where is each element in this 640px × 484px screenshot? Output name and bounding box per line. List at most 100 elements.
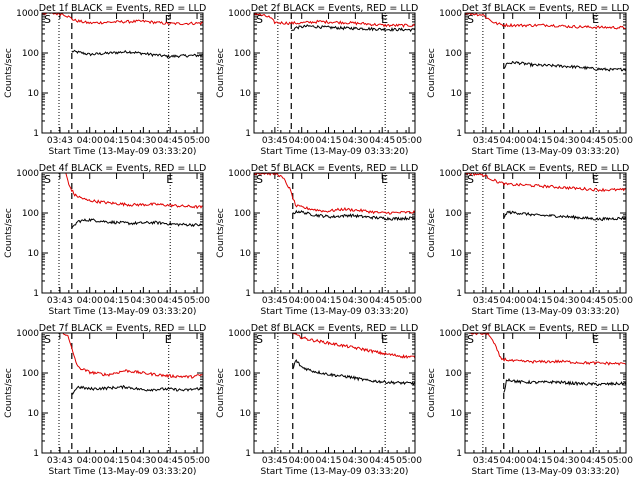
x-tick-label: 04:30 xyxy=(553,296,579,306)
y-tick-label: 100 xyxy=(22,49,39,59)
x-tick-label: 04:30 xyxy=(342,456,368,466)
x-axis-label: Start Time (13-May-09 03:33:20) xyxy=(261,307,409,317)
x-tick-label: 04:30 xyxy=(553,456,579,466)
x-tick-label: 04:00 xyxy=(77,296,103,306)
panel-title: Det 5f BLACK = Events, RED = LLD xyxy=(251,163,419,174)
y-tick-label: 100 xyxy=(22,369,39,379)
y-tick-label: 1 xyxy=(456,449,462,459)
y-tick-label: 100 xyxy=(445,209,462,219)
x-tick-label: 04:45 xyxy=(580,456,606,466)
y-tick-label: 100 xyxy=(234,209,251,219)
y-tick-label: 1000 xyxy=(228,329,251,339)
events-series-line xyxy=(290,24,416,33)
panel-4: Det 4f BLACK = Events, RED = LLD Counts/s… xyxy=(4,163,210,317)
x-tick-label: 04:00 xyxy=(77,456,103,466)
x-tick-label: 05:00 xyxy=(607,296,633,306)
plot-frame xyxy=(464,172,627,294)
y-axis-label: Counts/sec xyxy=(427,208,437,258)
x-axis-label: Start Time (13-May-09 03:33:20) xyxy=(261,467,409,477)
panel-3: Det 3f BLACK = Events, RED = LLD Counts/s… xyxy=(427,3,633,157)
panel-1: Det 1f BLACK = Events, RED = LLD Counts/s… xyxy=(4,3,210,157)
panel-title: Det 1f BLACK = Events, RED = LLD xyxy=(39,3,207,14)
x-tick-label: 04:45 xyxy=(580,296,606,306)
x-tick-label: 05:00 xyxy=(396,136,422,146)
y-axis-label: Counts/sec xyxy=(427,368,437,418)
end-marker: E xyxy=(165,333,172,346)
plot-frame xyxy=(253,172,416,294)
x-tick-label: 05:00 xyxy=(396,296,422,306)
events-series-line xyxy=(503,377,627,393)
lld-series-line xyxy=(65,173,204,210)
lld-series-line xyxy=(292,332,416,359)
panel-title: Det 4f BLACK = Events, RED = LLD xyxy=(39,163,207,174)
panel-title: Det 3f BLACK = Events, RED = LLD xyxy=(462,3,630,14)
events-series-line xyxy=(71,217,204,229)
x-tick-label: 04:15 xyxy=(104,456,130,466)
events-series-line xyxy=(503,60,627,72)
x-tick-label: 03:43 xyxy=(47,296,73,306)
y-tick-label: 1000 xyxy=(228,169,251,179)
y-tick-label: 100 xyxy=(234,369,251,379)
x-tick-label: 04:00 xyxy=(289,296,315,306)
end-marker: E xyxy=(592,173,599,186)
start-marker: S xyxy=(44,333,51,346)
x-tick-label: 04:15 xyxy=(316,456,342,466)
x-tick-label: 04:45 xyxy=(157,296,183,306)
y-tick-label: 1 xyxy=(33,289,39,299)
y-tick-label: 10 xyxy=(451,89,463,99)
end-marker: E xyxy=(381,173,388,186)
lld-series-line xyxy=(464,12,627,30)
events-series-line xyxy=(292,359,416,386)
panel-9: Det 9f BLACK = Events, RED = LLD Counts/s… xyxy=(427,323,633,477)
plot-frame xyxy=(41,172,204,294)
y-tick-label: 10 xyxy=(451,409,463,419)
x-tick-label: 03:45 xyxy=(473,136,499,146)
y-tick-label: 1 xyxy=(33,449,39,459)
events-series-line xyxy=(503,210,627,222)
y-tick-label: 10 xyxy=(28,89,40,99)
y-axis-label: Counts/sec xyxy=(427,48,437,98)
y-tick-label: 1000 xyxy=(439,169,462,179)
plot-frame xyxy=(253,12,416,134)
end-marker: E xyxy=(166,173,173,186)
x-tick-label: 05:00 xyxy=(396,456,422,466)
x-tick-label: 04:45 xyxy=(369,456,395,466)
events-series-line xyxy=(71,384,204,395)
x-tick-label: 03:45 xyxy=(262,456,288,466)
x-tick-label: 05:00 xyxy=(607,136,633,146)
y-tick-label: 1000 xyxy=(228,9,251,19)
x-tick-label: 04:00 xyxy=(500,136,526,146)
x-tick-label: 04:45 xyxy=(369,136,395,146)
y-tick-label: 1 xyxy=(245,129,251,139)
y-axis-label: Counts/sec xyxy=(216,368,226,418)
x-tick-label: 03:45 xyxy=(262,136,288,146)
panel-6: Det 6f BLACK = Events, RED = LLD Counts/s… xyxy=(427,163,633,317)
panel-5: Det 5f BLACK = Events, RED = LLD Counts/s… xyxy=(216,163,422,317)
lld-series-line xyxy=(253,12,416,28)
panel-title: Det 9f BLACK = Events, RED = LLD xyxy=(462,323,630,334)
end-marker: E xyxy=(592,13,599,26)
events-series-line xyxy=(71,49,204,59)
x-tick-label: 04:30 xyxy=(130,136,156,146)
start-marker: S xyxy=(44,13,51,26)
x-tick-label: 04:30 xyxy=(130,456,156,466)
x-tick-label: 03:45 xyxy=(262,296,288,306)
y-axis-label: Counts/sec xyxy=(4,48,14,98)
lld-series-line xyxy=(464,172,627,193)
x-tick-label: 04:00 xyxy=(289,456,315,466)
x-tick-label: 04:00 xyxy=(500,296,526,306)
panel-8: Det 8f BLACK = Events, RED = LLD Counts/s… xyxy=(216,323,422,477)
x-tick-label: 05:00 xyxy=(184,136,210,146)
x-tick-label: 04:15 xyxy=(104,296,130,306)
x-tick-label: 04:00 xyxy=(289,136,315,146)
y-tick-label: 1000 xyxy=(16,329,39,339)
start-marker: S xyxy=(256,333,263,346)
y-tick-label: 1000 xyxy=(16,169,39,179)
y-tick-label: 1 xyxy=(245,449,251,459)
x-tick-label: 04:00 xyxy=(500,456,526,466)
y-tick-label: 100 xyxy=(445,49,462,59)
y-tick-label: 10 xyxy=(240,89,252,99)
x-tick-label: 04:00 xyxy=(77,136,103,146)
start-marker: S xyxy=(256,173,263,186)
